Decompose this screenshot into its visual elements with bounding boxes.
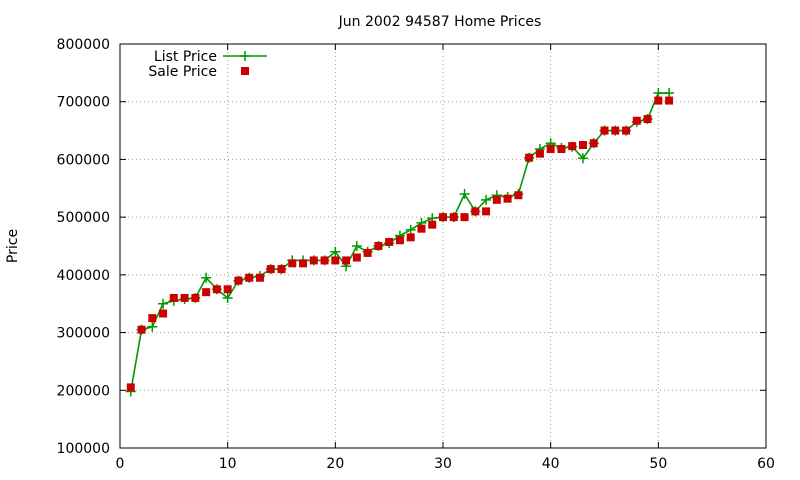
sale-price-point xyxy=(159,309,168,318)
sale-price-point xyxy=(374,242,383,250)
legend-marker-list-price xyxy=(240,51,250,61)
sale-price-point xyxy=(525,153,534,162)
sale-price-point xyxy=(191,293,200,302)
y-axis-label: Price xyxy=(5,229,21,263)
x-tick-label: 10 xyxy=(219,456,237,472)
sale-price-point xyxy=(471,207,480,216)
sale-price-point xyxy=(417,224,426,233)
list-price-point xyxy=(222,292,233,303)
sale-price-point xyxy=(234,276,243,285)
sale-price-point xyxy=(288,259,297,268)
sale-price-point xyxy=(611,126,620,135)
y-tick-label: 600000 xyxy=(57,152,110,168)
sale-price-point xyxy=(589,139,598,148)
sale-price-point xyxy=(535,149,544,158)
sale-price-point xyxy=(632,116,641,125)
list-price-point xyxy=(201,272,212,283)
sale-price-point xyxy=(395,236,404,245)
sale-price-point xyxy=(202,288,211,297)
sale-price-point xyxy=(363,248,372,257)
sale-price-point xyxy=(245,273,254,282)
sale-price-point xyxy=(342,256,351,265)
sale-price-point xyxy=(180,293,189,302)
series xyxy=(125,88,675,397)
x-tick-label: 40 xyxy=(542,456,560,472)
legend-label-list-price: List Price xyxy=(154,49,217,65)
sale-price-point xyxy=(428,220,437,229)
sale-price-point xyxy=(309,256,318,265)
sale-price-point xyxy=(299,259,308,268)
sale-price-point xyxy=(223,285,232,294)
list-price-point xyxy=(405,224,416,235)
y-tick-label: 300000 xyxy=(57,326,110,342)
y-tick-label: 700000 xyxy=(57,95,110,111)
y-tick-label: 200000 xyxy=(57,383,110,399)
y-tick-label: 500000 xyxy=(57,210,110,226)
sale-price-point xyxy=(482,207,491,216)
sale-price-point xyxy=(169,293,178,302)
sale-price-point xyxy=(546,145,555,154)
sale-price-point xyxy=(137,325,146,334)
grid xyxy=(120,44,766,448)
sale-price-point xyxy=(148,314,157,323)
chart-title: Jun 2002 94587 Home Prices xyxy=(338,14,542,30)
legend-label-sale-price: Sale Price xyxy=(148,64,217,80)
sale-price-point xyxy=(503,194,512,203)
sale-price-point xyxy=(557,145,566,154)
x-tick-label: 0 xyxy=(116,456,125,472)
sale-price-point xyxy=(654,96,663,105)
sale-price-point xyxy=(600,126,609,135)
list-price-point xyxy=(481,194,492,205)
sale-price-point xyxy=(126,383,135,392)
axes: 100000 200000 300000 400000 500000 600000 7000… xyxy=(57,37,775,472)
sale-price-point xyxy=(514,191,523,200)
list-price-point xyxy=(158,298,169,309)
legend: List Price Sale Price xyxy=(148,49,267,80)
sale-price-point xyxy=(643,115,652,124)
list-price-point xyxy=(330,246,341,257)
sale-price-point xyxy=(568,142,577,151)
sale-price-point xyxy=(385,237,394,246)
list-price-point xyxy=(653,88,664,99)
legend-marker-sale-price xyxy=(241,67,249,75)
x-tick-label: 20 xyxy=(326,456,344,472)
x-tick-label: 50 xyxy=(649,456,667,472)
sale-price-point xyxy=(266,265,275,274)
y-tick-label: 400000 xyxy=(57,268,110,284)
list-price-point xyxy=(664,88,675,99)
sale-price-point xyxy=(492,195,501,204)
sale-price-point xyxy=(277,265,286,274)
sale-price-point xyxy=(449,213,458,222)
sale-price-point xyxy=(622,126,631,135)
list-price-point xyxy=(577,153,588,164)
list-price-point xyxy=(351,241,362,251)
sale-price-point xyxy=(331,256,340,265)
sale-price-point xyxy=(352,253,361,262)
x-tick-label: 30 xyxy=(434,456,452,472)
plot-frame xyxy=(119,43,767,449)
sale-price-point xyxy=(578,141,587,149)
list-price-point xyxy=(459,189,470,200)
y-tick-label: 100000 xyxy=(57,441,110,457)
sale-price-point xyxy=(665,96,674,105)
sale-price-point xyxy=(320,256,329,265)
sale-price-point xyxy=(212,285,221,294)
list-price-point xyxy=(147,321,158,332)
y-tick-label: 800000 xyxy=(57,37,110,53)
sale-price-point xyxy=(255,273,264,282)
sale-price-point xyxy=(439,213,447,222)
sale-price-point xyxy=(460,213,469,222)
sale-price-point xyxy=(406,233,415,242)
x-tick-label: 60 xyxy=(757,456,775,472)
